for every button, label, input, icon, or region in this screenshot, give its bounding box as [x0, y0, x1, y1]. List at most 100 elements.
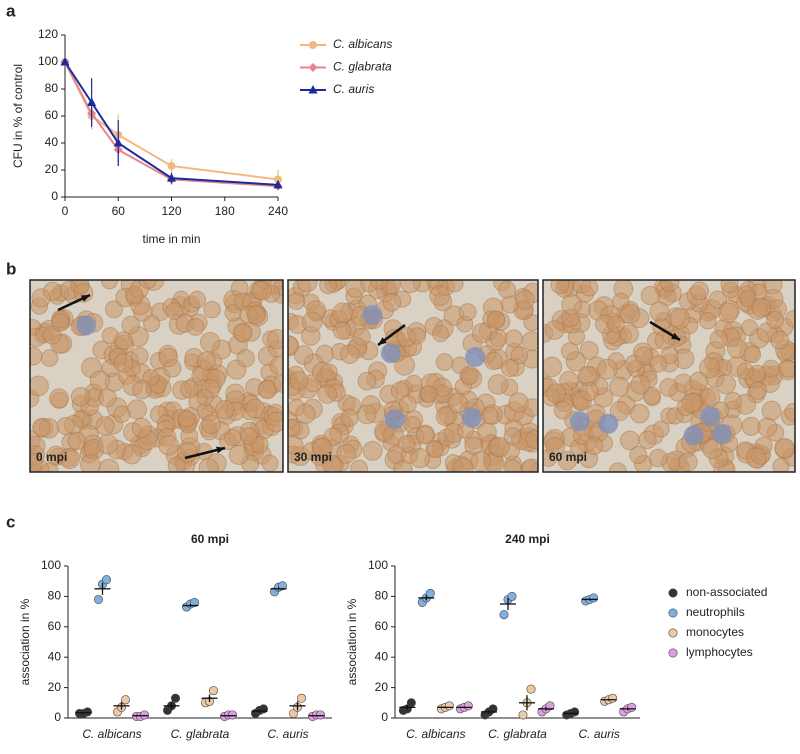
cell	[158, 434, 179, 456]
cell	[56, 416, 75, 436]
dot	[190, 597, 200, 607]
chart-title: 240 mpi	[505, 532, 550, 546]
y-tick-label: 0	[51, 189, 58, 203]
cell	[288, 419, 301, 437]
cell	[724, 391, 743, 410]
cell	[98, 388, 117, 408]
cell	[186, 317, 205, 336]
legend-label: neutrophils	[686, 605, 745, 619]
cell	[240, 427, 258, 446]
cells	[30, 280, 283, 472]
arrow-head	[216, 446, 225, 454]
cell	[640, 285, 661, 306]
cell	[289, 370, 309, 391]
cell	[269, 356, 283, 376]
cell	[301, 311, 323, 333]
cell	[336, 443, 357, 464]
cell	[584, 436, 604, 456]
cell	[228, 444, 249, 466]
cell	[319, 280, 338, 295]
cell	[180, 379, 199, 399]
cell	[382, 292, 402, 312]
cell	[630, 374, 651, 395]
cell	[265, 411, 283, 433]
cell	[435, 353, 454, 371]
cell	[543, 356, 563, 378]
cell	[201, 414, 222, 434]
arrow-head	[81, 295, 90, 302]
dot	[526, 684, 536, 694]
micrograph-frame	[287, 279, 539, 473]
cell	[607, 315, 625, 334]
cell	[293, 345, 314, 365]
cell	[426, 441, 444, 459]
x-tick-label: 0	[62, 204, 69, 218]
cell	[420, 385, 438, 403]
cell	[273, 375, 283, 393]
x-tick-label: 240	[268, 204, 288, 218]
dot	[545, 701, 555, 711]
dot	[608, 693, 618, 703]
y-tick-label: 100	[41, 558, 61, 572]
cell	[113, 405, 131, 423]
micrographs: 0 mpi 30 mpi 60 mpi	[29, 279, 796, 473]
cell	[698, 311, 717, 330]
marker	[274, 175, 282, 184]
cell	[629, 445, 648, 465]
panel-label: b	[6, 259, 16, 278]
cell	[89, 370, 111, 391]
cell	[629, 403, 650, 424]
cell	[167, 456, 186, 472]
y-axis-label: association in %	[345, 598, 359, 685]
cell	[785, 310, 795, 328]
cell	[311, 437, 333, 459]
cell	[717, 302, 739, 324]
cell	[121, 444, 142, 465]
cell	[196, 388, 214, 406]
cell	[132, 380, 152, 400]
cell	[322, 454, 342, 472]
chart-title: 60 mpi	[191, 532, 229, 546]
x-axis-label: time in min	[142, 232, 200, 246]
x-tick-label: C. albicans	[82, 727, 141, 741]
cell	[51, 313, 70, 332]
cell	[447, 392, 468, 414]
y-tick-label: 0	[381, 710, 388, 724]
cell	[745, 447, 767, 469]
x-tick-label: 180	[215, 204, 235, 218]
panel-label: a	[6, 1, 16, 20]
dot	[488, 704, 498, 714]
micrograph-frame	[542, 279, 796, 473]
cell	[550, 280, 570, 295]
cell	[295, 403, 316, 425]
cell	[460, 365, 480, 386]
cell	[720, 280, 739, 294]
cell	[761, 400, 782, 421]
cell	[649, 355, 668, 373]
y-tick-label: 60	[45, 108, 59, 122]
cell	[624, 354, 643, 373]
micrograph-label: 0 mpi	[36, 450, 67, 464]
y-tick-label: 100	[38, 54, 58, 68]
cell	[215, 399, 235, 420]
arrow-head	[378, 337, 387, 345]
cell	[757, 417, 778, 438]
panel-label: c	[6, 512, 15, 531]
dot	[121, 695, 131, 705]
cell	[288, 292, 306, 310]
x-tick-label: C. glabrata	[171, 727, 230, 741]
cell	[48, 388, 69, 409]
y-tick-label: 80	[48, 589, 62, 603]
cell	[357, 371, 377, 391]
cell	[95, 416, 115, 436]
cell	[487, 374, 509, 395]
x-tick-label: C. glabrata	[488, 727, 547, 741]
cell	[30, 453, 43, 472]
y-tick-label: 40	[45, 135, 59, 149]
cell	[350, 459, 369, 472]
cell	[699, 357, 720, 379]
cell	[642, 386, 661, 405]
cell	[681, 392, 702, 413]
cell	[97, 434, 119, 455]
cell	[488, 436, 510, 458]
